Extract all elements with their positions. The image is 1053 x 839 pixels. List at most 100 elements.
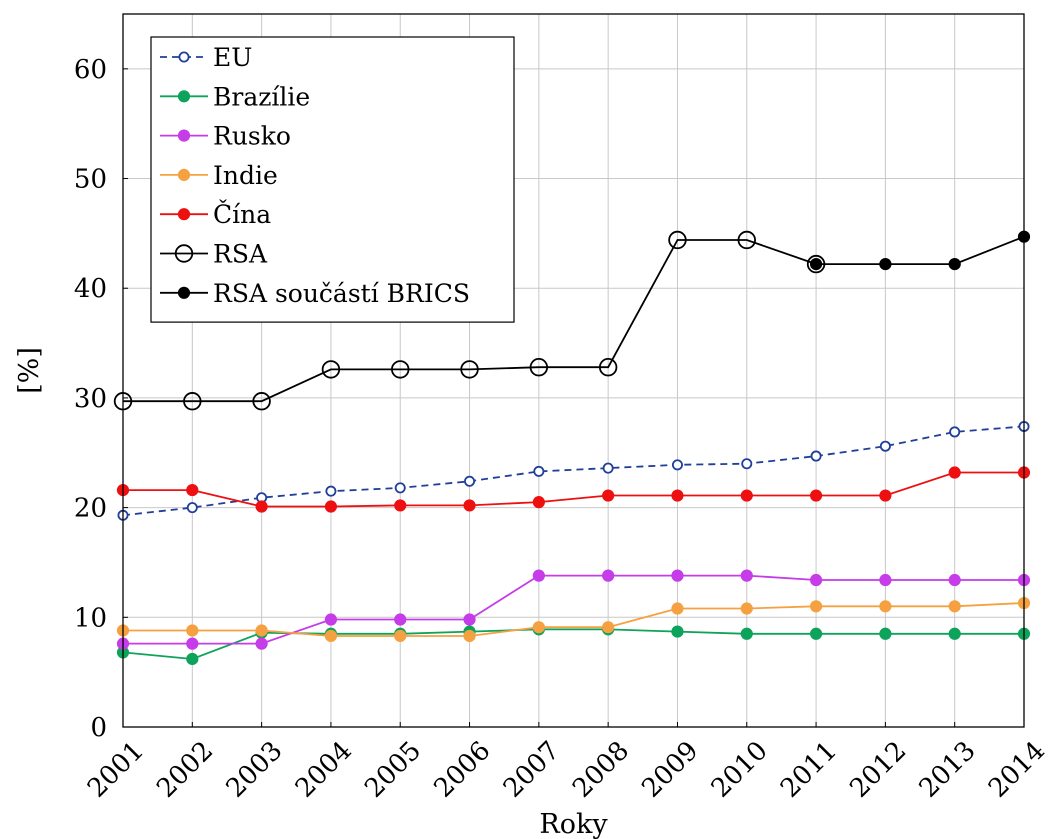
data-point-brazilie bbox=[671, 625, 684, 638]
data-point-eu bbox=[741, 458, 753, 470]
data-point-cina bbox=[394, 499, 407, 512]
legend-swatch-marker bbox=[177, 90, 191, 103]
x-axis-ticks: 2001 2002 2003 2004 2005 2006 2007 2008 2009 2010… bbox=[82, 722, 1051, 804]
x-tick-label: 2001 bbox=[82, 736, 150, 804]
legend-item-cina: Čína bbox=[160, 200, 271, 229]
data-point-brazilie bbox=[186, 652, 199, 666]
series-line-rsa bbox=[123, 239, 817, 403]
data-point-eu bbox=[671, 459, 683, 471]
data-point-indie bbox=[809, 600, 823, 613]
x-axis-label: Roky bbox=[539, 809, 608, 839]
data-point-cina bbox=[809, 489, 823, 502]
data-point-rsa bbox=[391, 360, 410, 379]
data-point-rsa bbox=[737, 230, 756, 250]
y-tick-label: 50 bbox=[74, 165, 107, 195]
data-point-eu bbox=[186, 502, 198, 514]
data-point-rsa-soucasti-brics bbox=[879, 257, 892, 271]
x-tick-label: 2004 bbox=[290, 736, 358, 804]
data-point-cina bbox=[324, 500, 338, 513]
series-indie bbox=[116, 596, 1031, 643]
data-point-brazilie bbox=[809, 627, 823, 640]
series-line-brazilie bbox=[122, 628, 1024, 660]
y-axis-label: [%] bbox=[14, 347, 45, 394]
data-point-brazilie bbox=[948, 627, 961, 640]
data-point-eu bbox=[810, 450, 822, 462]
data-point-cina bbox=[532, 496, 545, 509]
series-cina bbox=[116, 466, 1031, 513]
x-tick-label: 2002 bbox=[151, 736, 219, 804]
x-tick-label: 2011 bbox=[775, 736, 843, 804]
data-point-cina bbox=[602, 489, 615, 502]
series-layer bbox=[113, 230, 1031, 666]
y-tick-label: 0 bbox=[90, 713, 107, 743]
plot-frame bbox=[122, 13, 1025, 728]
data-point-indie bbox=[532, 621, 545, 634]
x-tick-label: 2007 bbox=[498, 736, 566, 804]
data-point-rusko bbox=[879, 573, 892, 587]
data-point-indie bbox=[602, 621, 615, 634]
data-point-rusko bbox=[255, 637, 268, 650]
y-tick-label: 10 bbox=[74, 603, 107, 633]
series-line-cina bbox=[123, 471, 1024, 508]
data-point-cina bbox=[255, 500, 268, 513]
series-rusko bbox=[116, 569, 1031, 650]
data-point-rusko bbox=[948, 573, 961, 587]
legend-label: Rusko bbox=[213, 122, 291, 151]
data-point-rsa bbox=[668, 230, 687, 250]
data-point-eu bbox=[325, 485, 337, 497]
data-point-brazilie bbox=[740, 627, 753, 640]
data-point-indie bbox=[255, 624, 268, 637]
series-line-indie bbox=[123, 602, 1025, 637]
data-point-eu bbox=[879, 440, 891, 452]
data-point-indie bbox=[463, 629, 476, 643]
data-point-eu bbox=[394, 482, 406, 494]
legend-swatch-marker bbox=[177, 129, 191, 142]
data-point-rsa bbox=[598, 358, 618, 377]
data-point-rusko bbox=[394, 613, 407, 626]
data-point-cina bbox=[948, 466, 961, 479]
data-point-rusko bbox=[186, 637, 199, 650]
data-point-cina bbox=[463, 499, 476, 512]
data-point-eu bbox=[602, 462, 614, 474]
data-point-rsa bbox=[183, 392, 202, 411]
x-tick-label: 2003 bbox=[221, 736, 289, 804]
legend-box bbox=[150, 36, 515, 323]
data-point-rusko bbox=[532, 569, 545, 582]
y-axis-ticks: 0 10 20 30 40 50 60 bbox=[74, 55, 128, 743]
data-point-rsa-soucasti-brics bbox=[948, 257, 961, 271]
y-tick-label: 60 bbox=[74, 55, 107, 85]
data-point-indie bbox=[740, 602, 753, 615]
data-point-rusko bbox=[463, 613, 476, 626]
data-point-cina bbox=[186, 483, 199, 497]
data-point-rsa-soucasti-brics bbox=[809, 257, 823, 271]
legend-item-brazilie: Brazílie bbox=[160, 82, 310, 111]
data-point-rusko bbox=[671, 569, 684, 582]
data-point-indie bbox=[879, 600, 892, 613]
data-point-rsa bbox=[460, 360, 479, 379]
legend-swatch-marker bbox=[177, 208, 191, 221]
data-point-cina bbox=[879, 489, 892, 502]
y-tick-label: 20 bbox=[74, 494, 107, 524]
legend-swatch-marker bbox=[178, 51, 190, 63]
data-point-indie bbox=[324, 629, 338, 643]
legend-label: Čína bbox=[213, 200, 271, 229]
data-point-rsa bbox=[321, 360, 341, 379]
legend-label: RSA bbox=[213, 240, 268, 269]
legend-item-rusko: Rusko bbox=[160, 122, 291, 151]
data-point-indie bbox=[948, 600, 961, 613]
legend-label: Brazílie bbox=[213, 82, 310, 111]
legend-item-rsa-soucasti-brics: RSA součástí BRICS bbox=[160, 279, 470, 308]
legend-swatch-marker bbox=[177, 168, 191, 181]
x-tick-label: 2013 bbox=[914, 736, 982, 804]
data-point-rusko bbox=[324, 613, 338, 626]
series-eu bbox=[117, 420, 1030, 521]
x-tick-label: 2009 bbox=[636, 736, 704, 804]
data-point-indie bbox=[186, 624, 199, 637]
data-point-eu bbox=[464, 475, 476, 487]
data-point-indie bbox=[394, 629, 407, 643]
grid bbox=[123, 14, 1024, 727]
y-tick-label: 30 bbox=[74, 384, 107, 414]
data-point-rusko bbox=[602, 569, 615, 582]
legend-label: Indie bbox=[213, 161, 278, 190]
x-tick-label: 2012 bbox=[844, 736, 912, 804]
